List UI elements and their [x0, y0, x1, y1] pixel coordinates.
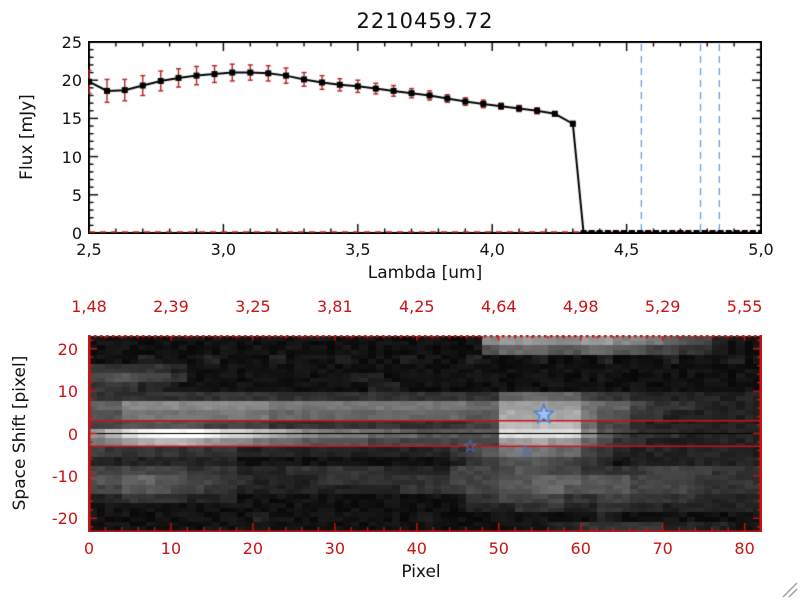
tick-label: 70 — [652, 539, 672, 558]
tick-label: 10 — [161, 539, 181, 558]
tick-label: 1,48 — [71, 297, 107, 316]
space-shift-axis-title: Space Shift [pixel] — [10, 356, 30, 511]
tick-label: 5 — [26, 186, 82, 205]
tick-label: 25 — [26, 33, 82, 52]
tick-label: -10 — [22, 467, 78, 486]
tick-label: 4,98 — [563, 297, 599, 316]
tick-label: 4,5 — [614, 240, 639, 259]
tick-label: 4,0 — [479, 240, 504, 259]
tick-label: 4,25 — [399, 297, 435, 316]
tick-label: 3,5 — [345, 240, 370, 259]
resize-grip-icon[interactable] — [780, 582, 799, 599]
tick-label: 3,25 — [235, 297, 271, 316]
plot-title: 2210459.72 — [357, 9, 494, 33]
tick-label: 80 — [734, 539, 754, 558]
tick-label: 3,81 — [317, 297, 353, 316]
tick-label: 5,29 — [645, 297, 681, 316]
spectrum-x-axis-title: Lambda [um] — [368, 263, 482, 283]
tick-label: 20 — [243, 539, 263, 558]
tick-label: 0 — [26, 224, 82, 243]
tick-label: -20 — [22, 509, 78, 528]
tick-label: 5,0 — [748, 240, 773, 259]
tick-label: 20 — [22, 340, 78, 359]
tick-label: 0 — [22, 425, 78, 444]
tick-label: 20 — [26, 71, 82, 90]
tick-label: 2,39 — [153, 297, 189, 316]
tick-label: 50 — [489, 539, 509, 558]
spatial-map-canvas — [88, 335, 762, 532]
pixel-axis-title: Pixel — [401, 562, 440, 582]
tick-label: 5,55 — [727, 297, 763, 316]
tick-label: 60 — [571, 539, 591, 558]
tick-label: 0 — [84, 539, 94, 558]
spectrum-plot-canvas — [88, 41, 762, 234]
tick-label: 4,64 — [481, 297, 517, 316]
tick-label: 40 — [407, 539, 427, 558]
tick-label: 30 — [325, 539, 345, 558]
tick-label: 3,0 — [211, 240, 236, 259]
spectrum-y-axis-title: Flux [mJy] — [17, 94, 37, 180]
plot-window: 2210459.72 2,5 3,0 3,5 4,0 4,5 5,0 0 5 10 15 20 25 1… — [0, 0, 800, 600]
tick-label: 10 — [22, 382, 78, 401]
